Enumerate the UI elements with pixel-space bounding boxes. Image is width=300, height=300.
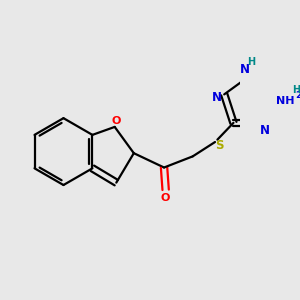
Text: N: N xyxy=(260,124,270,136)
Text: 2: 2 xyxy=(295,92,300,100)
Text: N: N xyxy=(212,91,222,104)
Text: H: H xyxy=(292,85,300,94)
Text: H: H xyxy=(248,57,256,68)
Text: O: O xyxy=(112,116,121,125)
Text: O: O xyxy=(161,193,170,203)
Text: NH: NH xyxy=(276,96,295,106)
Text: N: N xyxy=(240,63,250,76)
Text: S: S xyxy=(215,139,224,152)
